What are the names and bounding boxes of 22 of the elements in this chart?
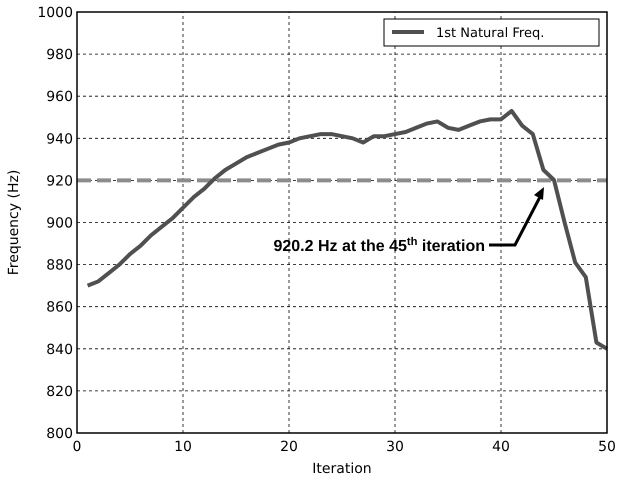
line-series — [86, 108, 609, 351]
x-tick-label: 0 — [72, 439, 82, 455]
y-tick-label: 980 — [46, 47, 73, 64]
y-tick-label: 920 — [46, 173, 73, 190]
x-tick-label: 30 — [386, 439, 404, 455]
legend-label: 1st Natural Freq. — [436, 26, 544, 41]
y-tick-label: 800 — [46, 426, 73, 442]
y-tick-label: 1000 — [37, 5, 73, 21]
x-tick-label: 40 — [492, 439, 510, 455]
y-tick-label: 820 — [46, 384, 73, 400]
y-axis-title: Frequency (Hz) — [6, 170, 22, 276]
y-tick-label: 960 — [46, 89, 73, 106]
y-tick-label: 880 — [46, 258, 73, 274]
x-tick-label: 10 — [174, 439, 192, 455]
x-axis-title: Iteration — [312, 461, 372, 477]
y-tick-label: 940 — [46, 131, 73, 148]
y-tick-label: 900 — [46, 216, 73, 232]
y-tick-label: 840 — [46, 342, 73, 358]
y-tick-label: 860 — [46, 300, 73, 316]
annotation: 920.2 Hz at the 45$^{th}$ iteration — [273, 236, 485, 255]
x-tick-label: 50 — [598, 439, 616, 455]
x-tick-label: 20 — [280, 439, 298, 455]
